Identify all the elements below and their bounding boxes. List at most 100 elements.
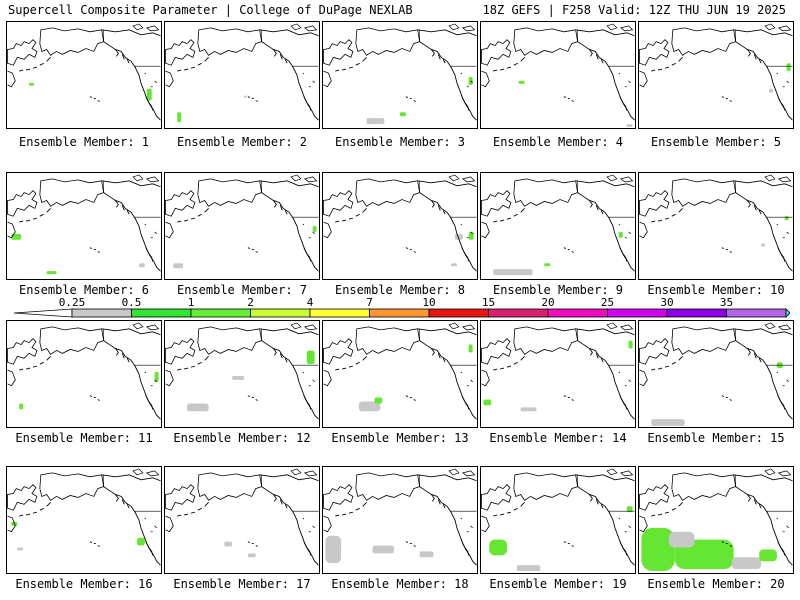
scp-shading	[232, 375, 244, 380]
panel-caption: Ensemble Member: 7	[176, 283, 308, 297]
scp-shading	[454, 233, 463, 240]
scp-shading	[493, 269, 533, 276]
scp-shading	[17, 547, 24, 551]
colorbar-tick-label: 4	[306, 296, 314, 309]
basemap	[165, 468, 319, 566]
panel-caption: Ensemble Member: 6	[18, 283, 150, 297]
basemap	[7, 468, 161, 566]
basemap	[165, 174, 319, 272]
colorbar-tick-label: 20	[541, 296, 555, 309]
colorbar-tick-label: 30	[660, 296, 674, 309]
colorbar-segment	[428, 308, 489, 318]
scp-shading	[372, 545, 395, 554]
basemap	[323, 322, 477, 420]
panel-caption: Ensemble Member: 17	[173, 577, 311, 591]
scp-shading	[177, 112, 182, 123]
panel-caption: Ensemble Member: 15	[647, 431, 785, 445]
colorbar-tick-label: 0.5	[121, 296, 142, 309]
map-panel-14	[480, 320, 636, 428]
scp-shading	[761, 243, 766, 247]
colorbar-segment	[190, 308, 251, 318]
basemap	[481, 468, 635, 572]
colorbar-segment	[666, 308, 727, 318]
basemap	[481, 322, 635, 420]
scp-shading	[520, 407, 537, 412]
colorbar-tick-label: 25	[600, 296, 615, 309]
scp-shading	[489, 539, 507, 556]
basemap	[323, 174, 477, 272]
scp-shading	[784, 216, 789, 221]
map-panel-15	[638, 320, 794, 428]
colorbar-tick-label: 1	[187, 296, 195, 309]
valid-time: 18Z GEFS | F258 Valid: 12Z THU JUN 19 20…	[482, 3, 786, 17]
colorbar-segment	[71, 308, 132, 318]
map-panel-13	[322, 320, 478, 428]
colorbar-segment	[131, 308, 192, 318]
basemap	[165, 322, 319, 420]
basemap	[323, 23, 477, 125]
basemap	[7, 23, 161, 121]
scp-shading	[46, 271, 57, 275]
panel-caption: Ensemble Member: 3	[334, 135, 466, 149]
scp-shading	[243, 95, 247, 98]
panel-caption: Ensemble Member: 2	[176, 135, 308, 149]
panel-caption: Ensemble Member: 9	[492, 283, 624, 297]
scp-shading	[651, 419, 685, 427]
colorbar-tick-label: 7	[366, 296, 373, 309]
scp-shading	[29, 82, 34, 86]
colorbar-max-arrow	[785, 308, 790, 318]
map-title: Supercell Composite Parameter | College …	[8, 3, 413, 17]
basemap	[7, 174, 161, 275]
colorbar-tick-label: 15	[481, 296, 496, 309]
basemap	[639, 174, 793, 272]
basemap	[481, 23, 635, 128]
scp-shading	[325, 535, 342, 564]
colorbar-segment	[726, 308, 787, 318]
colorbar-segment	[547, 308, 608, 318]
panel-caption: Ensemble Member: 19	[489, 577, 627, 591]
panel-caption: Ensemble Member: 12	[173, 431, 311, 445]
scp-shading	[518, 80, 525, 84]
basemap	[639, 23, 793, 121]
map-panel-11	[6, 320, 162, 428]
scp-shading	[641, 527, 675, 572]
panel-caption: Ensemble Member: 1	[18, 135, 150, 149]
scp-shading	[138, 263, 145, 268]
map-panel-1	[6, 21, 162, 129]
scp-shading	[516, 565, 541, 572]
map-panel-20	[638, 466, 794, 574]
scp-shading	[759, 549, 777, 562]
colorbar-tick-label: 35	[719, 296, 734, 309]
scp-shading	[19, 403, 24, 410]
colorbar-tick-label: 0.25	[58, 296, 86, 309]
scp-shading	[626, 124, 633, 128]
basemap	[639, 468, 793, 572]
scp-shading	[468, 344, 473, 353]
panel-caption: Ensemble Member: 13	[331, 431, 469, 445]
scp-shading	[187, 403, 209, 412]
scp-shading	[668, 531, 695, 548]
map-panel-4	[480, 21, 636, 129]
colorbar-segment	[607, 308, 668, 318]
map-panel-7	[164, 172, 320, 280]
scp-shading	[146, 88, 152, 101]
panel-caption: Ensemble Member: 16	[15, 577, 153, 591]
scp-shading	[483, 399, 492, 406]
scp-shading	[769, 88, 773, 93]
panel-caption: Ensemble Member: 8	[334, 283, 466, 297]
colorbar-tick-label: 2	[247, 296, 254, 309]
scp-shading	[247, 553, 256, 558]
scp-shading	[731, 557, 762, 570]
map-panel-16	[6, 466, 162, 574]
colorbar-tick-label: 10	[422, 296, 436, 309]
scp-shading	[419, 551, 434, 558]
scp-shading	[137, 537, 145, 546]
colorbar-segment	[309, 308, 370, 318]
panel-caption: Ensemble Member: 4	[492, 135, 624, 149]
scp-shading	[618, 231, 623, 238]
scp-shading	[468, 231, 474, 240]
map-panel-19	[480, 466, 636, 574]
panel-caption: Ensemble Member: 20	[647, 577, 785, 591]
scp-shading	[628, 340, 633, 349]
map-panel-5	[638, 21, 794, 129]
